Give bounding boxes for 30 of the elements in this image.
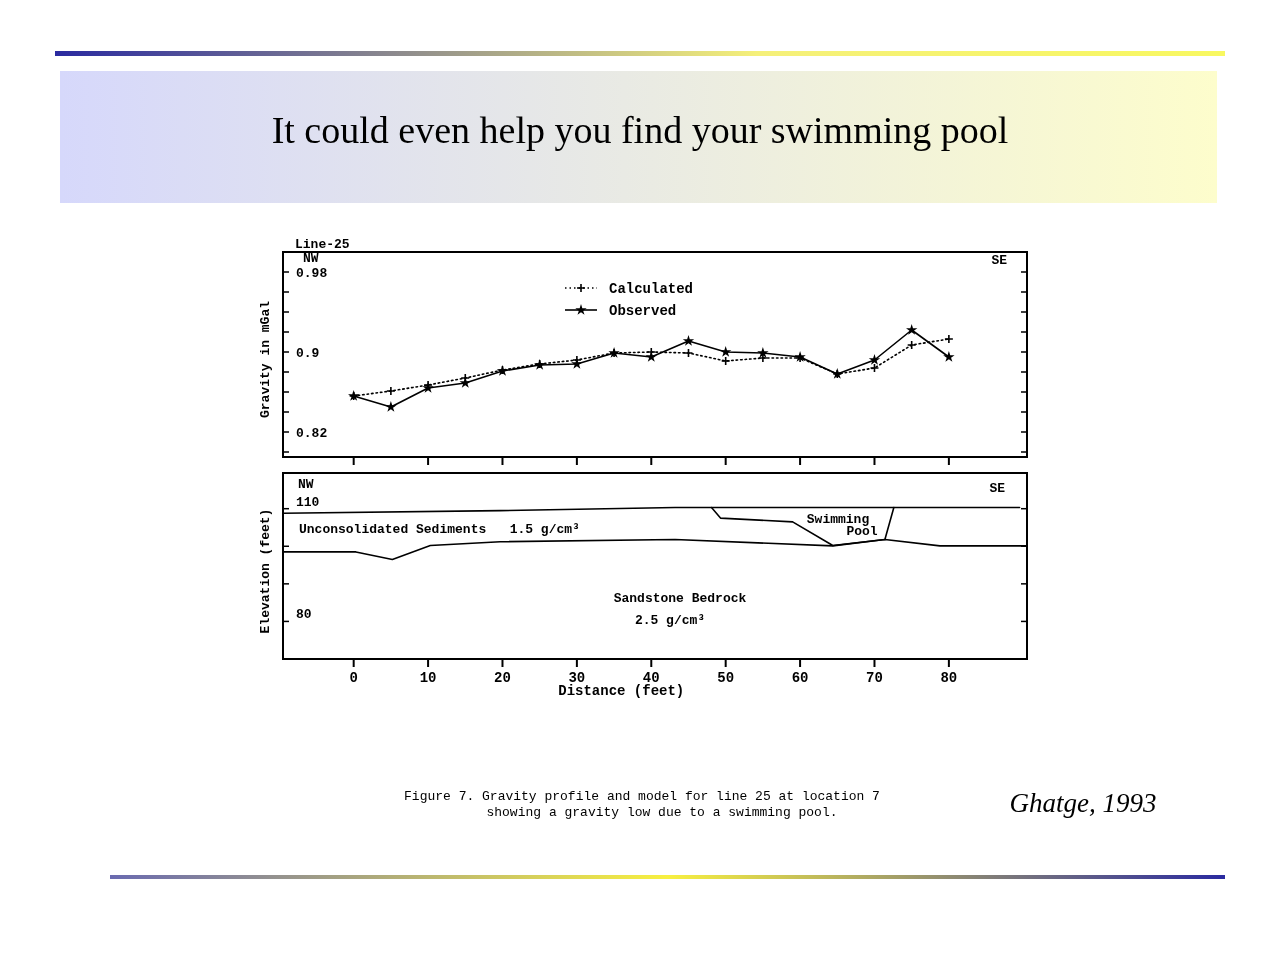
x-tick-label: 60 bbox=[791, 670, 809, 686]
annotation: 2.5 g/cm³ bbox=[634, 613, 706, 628]
caption: Figure 7. Gravity profile and model for line 25 at location 7 bbox=[404, 789, 880, 804]
y-tick-label: 110 bbox=[296, 494, 320, 510]
annotation: SE bbox=[991, 253, 1008, 268]
annotation: NW bbox=[303, 251, 319, 266]
x-tick-label: 20 bbox=[494, 670, 511, 686]
text: Ghatge, 1993 bbox=[1009, 788, 1157, 818]
text: showing a gravity low due to a swimming pool. bbox=[486, 805, 838, 820]
y-tick-label: 0.82 bbox=[296, 426, 328, 441]
annotation: NW bbox=[298, 477, 314, 492]
chart-title: It could even help you find your swimming pool bbox=[271, 109, 1009, 151]
y-axis-title: Gravity in mGal bbox=[258, 300, 273, 419]
annotation: Unconsolidated Sediments 1.5 g/cm³ bbox=[299, 522, 580, 537]
y-tick-label: 0.98 bbox=[296, 266, 328, 281]
annotation: Line-25 bbox=[295, 237, 350, 252]
x-axis-title: Distance (feet) bbox=[558, 683, 685, 699]
y-tick-label: 80 bbox=[296, 607, 312, 623]
y-tick-label: 0.9 bbox=[296, 346, 320, 361]
legend-label: Observed bbox=[609, 303, 677, 319]
x-tick-label: 80 bbox=[940, 670, 958, 686]
x-tick-label: 0 bbox=[349, 670, 358, 686]
legend-label: Calculated bbox=[609, 281, 694, 297]
x-tick-label: 50 bbox=[717, 670, 735, 686]
annotation: Sandstone Bedrock bbox=[613, 591, 747, 606]
x-tick-label: 10 bbox=[419, 670, 437, 686]
annotation: Swimming bbox=[806, 512, 870, 527]
x-tick-label: 70 bbox=[866, 670, 883, 686]
y-axis-title: Elevation (feet) bbox=[258, 508, 273, 634]
annotation: SE bbox=[989, 481, 1006, 496]
